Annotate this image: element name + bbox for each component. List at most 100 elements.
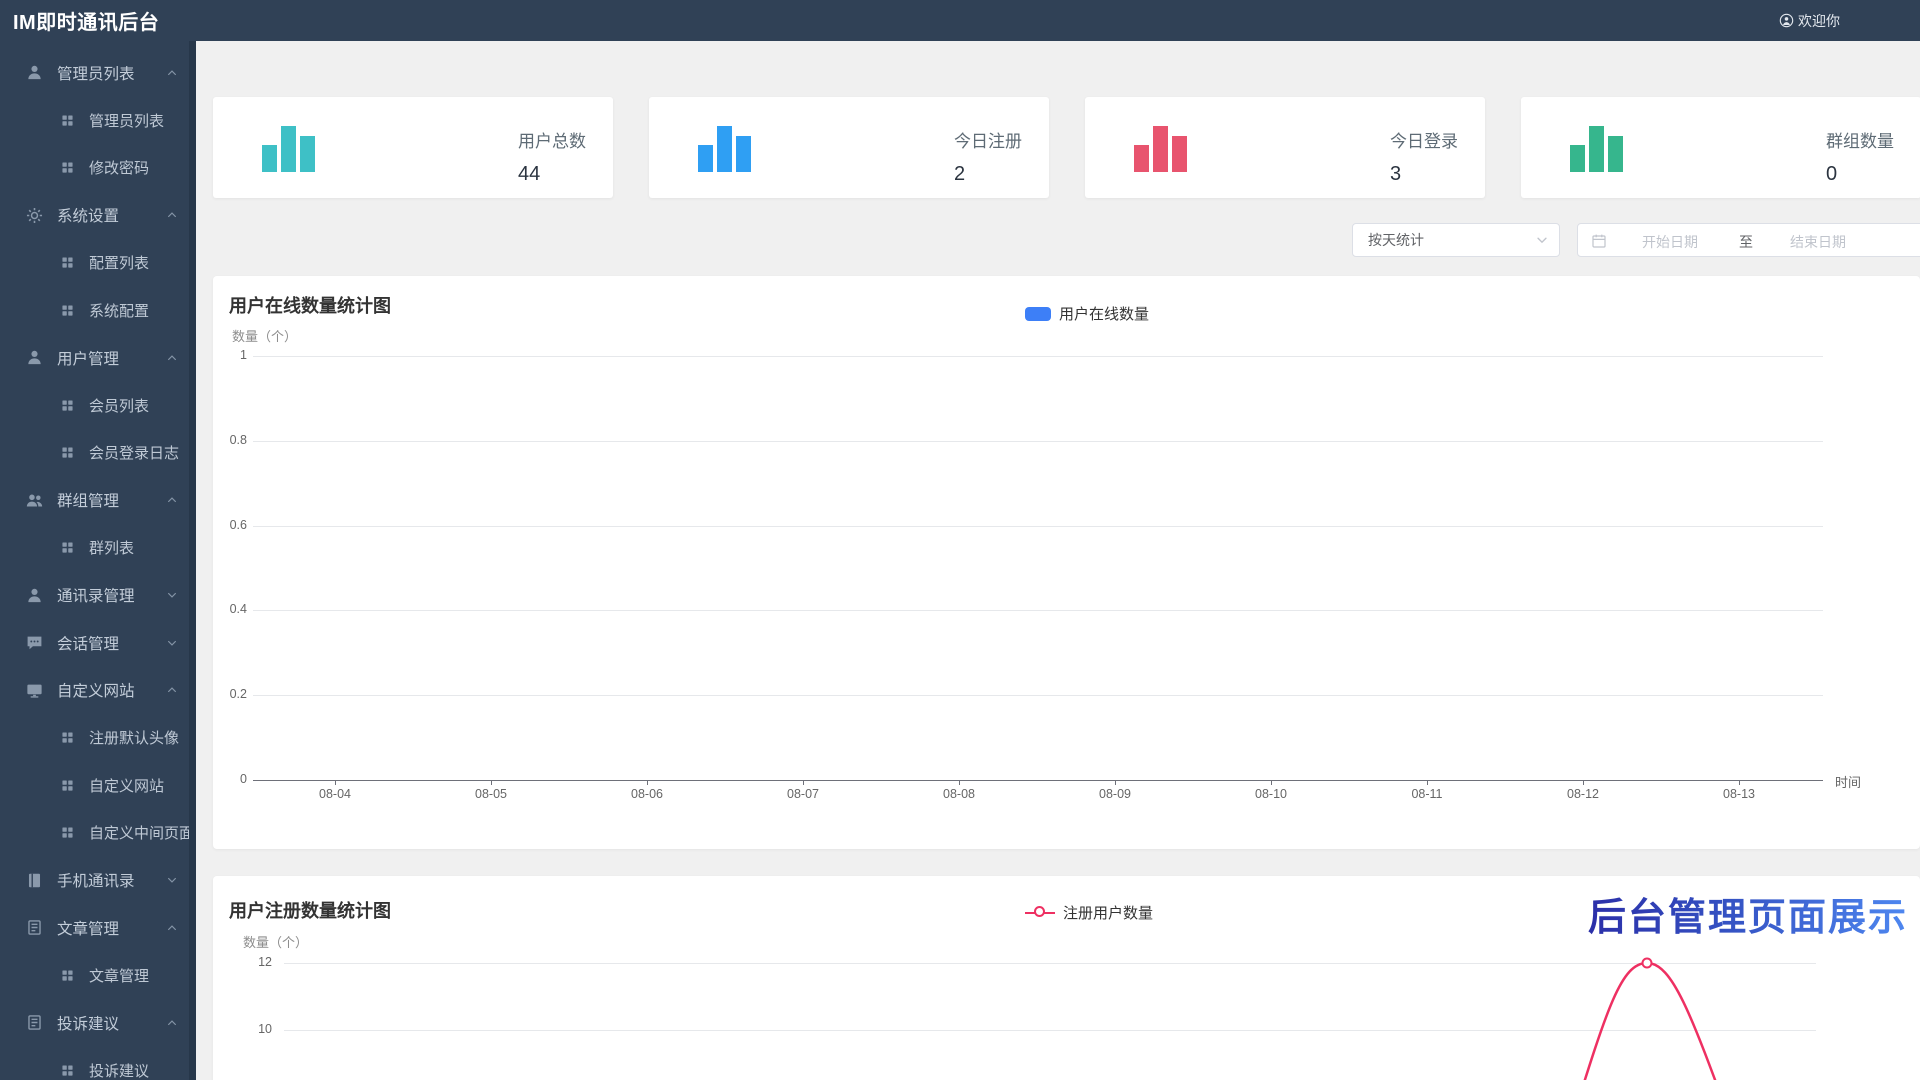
chart-title-online-users: 用户在线数量统计图 (229, 296, 391, 316)
grid-icon (60, 160, 75, 175)
registered-users-chart-panel: 用户注册数量统计图 注册用户数量 数量（个） 12 10 (213, 876, 1920, 1080)
sidebar-item-5[interactable]: 系统配置 (0, 287, 196, 335)
gridline (253, 610, 1823, 612)
chevron-up-icon (166, 684, 178, 696)
gridline (253, 440, 1823, 442)
period-select[interactable]: 按天统计 (1352, 223, 1560, 257)
top-header: IM即时通讯后台 欢迎你 (0, 0, 1920, 41)
y-tick-label: 0.8 (229, 432, 247, 447)
chevron-up-icon (166, 1017, 178, 1029)
sidebar-item-12[interactable]: 会话管理 (0, 619, 196, 667)
sidebar-item-15[interactable]: 自定义网站 (0, 762, 196, 810)
x-tick-label: 08-08 (943, 787, 975, 801)
stat-value: 44 (518, 163, 541, 185)
sidebar-item-label: 会话管理 (57, 635, 120, 653)
welcome-text: 欢迎你 (1798, 12, 1840, 29)
y-tick-label: 0.2 (229, 687, 247, 702)
grid-icon (60, 398, 75, 413)
chevron-up-icon (166, 494, 178, 506)
x-tick-label: 08-06 (631, 787, 663, 801)
sidebar-item-6[interactable]: 用户管理 (0, 334, 196, 382)
sidebar-item-label: 配置列表 (89, 255, 150, 273)
sidebar-item-18[interactable]: 文章管理 (0, 904, 196, 952)
stat-card-1: 今日注册 2 (649, 97, 1049, 198)
sidebar-item-21[interactable]: 投诉建议 (0, 1047, 196, 1080)
x-tick-label: 08-10 (1255, 787, 1287, 801)
stat-label: 群组数量 (1826, 132, 1894, 151)
legend-swatch (1025, 306, 1051, 321)
sidebar-item-17[interactable]: 手机通讯录 (0, 857, 196, 905)
user-welcome[interactable]: 欢迎你 (1779, 0, 1840, 41)
x-axis-name: 时间 (1835, 775, 1862, 790)
gridline (253, 695, 1823, 697)
user-icon (26, 349, 43, 366)
chevron-up-icon (166, 922, 178, 934)
sidebar-item-3[interactable]: 系统设置 (0, 192, 196, 240)
period-select-value: 按天统计 (1368, 232, 1424, 248)
sidebar-item-1[interactable]: 管理员列表 (0, 97, 196, 145)
sidebar-item-4[interactable]: 配置列表 (0, 239, 196, 287)
sidebar-item-label: 自定义网站 (57, 683, 135, 701)
stat-value: 0 (1826, 163, 1838, 185)
sidebar-item-20[interactable]: 投诉建议 (0, 999, 196, 1047)
start-date-placeholder[interactable]: 开始日期 (1642, 234, 1698, 250)
sidebar-item-2[interactable]: 修改密码 (0, 144, 196, 192)
chevron-down-icon (166, 874, 178, 886)
sidebar-item-13[interactable]: 自定义网站 (0, 667, 196, 715)
bar-chart-icon (1134, 126, 1187, 172)
grid-icon (60, 540, 75, 555)
stat-card-2: 今日登录 3 (1085, 97, 1485, 198)
gridline (284, 963, 1816, 964)
legend-online-users[interactable]: 用户在线数量 (1025, 303, 1149, 324)
gridline (284, 1030, 1816, 1031)
x-tick-mark (803, 780, 804, 785)
sidebar-item-label: 自定义中间页面 (89, 825, 195, 843)
x-axis-line (253, 780, 1823, 781)
sidebar-item-label: 会员登录日志 (89, 445, 180, 463)
stat-label: 用户总数 (518, 132, 586, 151)
sidebar-item-label: 群组管理 (57, 493, 120, 511)
online-users-chart-panel: 用户在线数量统计图 用户在线数量 数量（个） 1 0.8 0.6 0.4 0.2 0 08-… (213, 276, 1920, 849)
sidebar-item-10[interactable]: 群列表 (0, 524, 196, 572)
user-circle-icon (1779, 13, 1794, 28)
y-tick-label: 0.6 (229, 517, 247, 532)
stat-value: 2 (954, 163, 966, 185)
x-tick-mark (1739, 780, 1740, 785)
chevron-down-icon (166, 637, 178, 649)
grid-icon (60, 113, 75, 128)
gridline (253, 525, 1823, 527)
x-tick-mark (491, 780, 492, 785)
x-tick-mark (1583, 780, 1584, 785)
x-tick-mark (647, 780, 648, 785)
sidebar-item-label: 系统设置 (57, 208, 120, 226)
registered-users-plot: 12 10 (213, 876, 1920, 1080)
chart-title-registered-users: 用户注册数量统计图 (229, 901, 391, 921)
chevron-down-icon (1535, 233, 1549, 247)
y-axis-name: 数量（个） (243, 935, 309, 950)
sidebar-item-19[interactable]: 文章管理 (0, 952, 196, 1000)
grid-icon (60, 730, 75, 745)
chevron-up-icon (166, 352, 178, 364)
users-icon (26, 492, 43, 509)
sidebar-item-16[interactable]: 自定义中间页面 (0, 809, 196, 857)
sidebar-item-11[interactable]: 通讯录管理 (0, 572, 196, 620)
x-tick-label: 08-09 (1099, 787, 1131, 801)
x-tick-label: 08-11 (1411, 787, 1443, 801)
watermark-text: 后台管理页面展示 (1588, 886, 1908, 941)
sidebar-item-label: 修改密码 (89, 160, 150, 178)
stat-label: 今日登录 (1390, 132, 1458, 151)
sidebar-item-7[interactable]: 会员列表 (0, 382, 196, 430)
sidebar-item-9[interactable]: 群组管理 (0, 477, 196, 525)
line-marker-icon (1025, 906, 1055, 920)
sidebar-item-8[interactable]: 会员登录日志 (0, 429, 196, 477)
sidebar-item-label: 文章管理 (89, 967, 150, 985)
legend-registered-users[interactable]: 注册用户数量 (1025, 902, 1153, 923)
y-tick-label: 0.4 (229, 602, 247, 617)
stat-card-0: 用户总数 44 (213, 97, 613, 198)
date-range-picker[interactable]: 开始日期 至 结束日期 (1577, 223, 1920, 257)
end-date-placeholder[interactable]: 结束日期 (1790, 234, 1846, 250)
x-tick-mark (959, 780, 960, 785)
sidebar-item-0[interactable]: 管理员列表 (0, 49, 196, 97)
sidebar-item-14[interactable]: 注册默认头像 (0, 714, 196, 762)
chat-icon (26, 634, 43, 651)
